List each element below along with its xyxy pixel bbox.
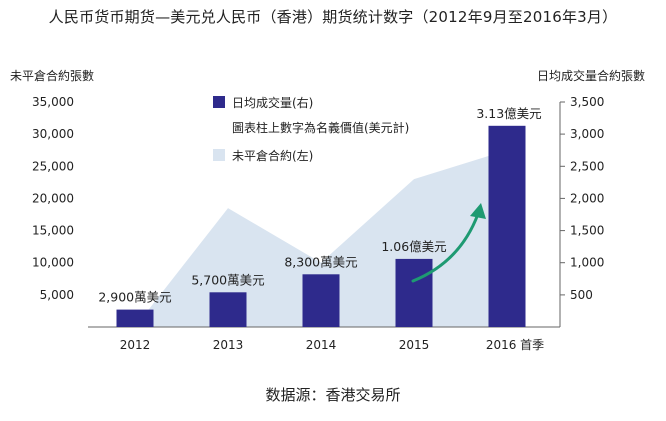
bar-value-label: 2,900萬美元 (98, 290, 171, 305)
bar-value-label: 1.06億美元 (381, 239, 446, 254)
volume-bar (209, 292, 247, 327)
legend-label-volume: 日均成交量(右) (232, 95, 313, 110)
left-tick-label: 25,000 (32, 159, 74, 173)
legend-note: 圖表柱上數字為名義價值(美元計) (232, 120, 409, 135)
x-tick-label: 2013 (213, 338, 244, 352)
volume-bar (302, 274, 340, 327)
growth-arrow-curve (411, 212, 480, 283)
volume-bar (116, 309, 154, 327)
x-tick-label: 2016 首季 (486, 338, 544, 352)
x-tick-label: 2014 (306, 338, 337, 352)
left-tick-label: 15,000 (32, 224, 74, 238)
right-tick-label: 2,000 (570, 191, 604, 205)
right-tick-label: 500 (570, 288, 593, 302)
right-tick-label: 2,500 (570, 159, 604, 173)
source-note: 数据源：香港交易所 (265, 386, 401, 404)
left-tick-label: 5,000 (40, 288, 74, 302)
legend-label-open-interest: 未平倉合約(左) (232, 148, 313, 163)
legend-swatch-volume (213, 96, 225, 108)
volume-bar (488, 125, 526, 327)
bar-value-label: 8,300萬美元 (284, 254, 357, 269)
x-tick-label: 2012 (120, 338, 151, 352)
right-tick-label: 3,500 (570, 95, 604, 109)
left-tick-label: 20,000 (32, 191, 74, 205)
left-tick-label: 35,000 (32, 95, 74, 109)
growth-arrow-head (470, 203, 486, 219)
volume-bar (395, 258, 433, 327)
left-tick-label: 10,000 (32, 256, 74, 270)
left-tick-label: 30,000 (32, 127, 74, 141)
bars-layer: 2,900萬美元 5,700萬美元 8,300萬美元 1.06億美元 3.13億美元 (98, 106, 542, 327)
legend: 日均成交量(右) 圖表柱上數字為名義價值(美元計) 未平倉合約(左) (213, 95, 409, 163)
ticks-layer: 5,000 10,000 15,000 20,000 25,000 30,000 35,00… (32, 95, 604, 352)
legend-swatch-open-interest (213, 149, 225, 161)
left-axis-label: 未平倉合約張數 (10, 68, 94, 83)
page-title: 人民币货币期货—美元兑人民币（香港）期货统计数字（2012年9月至2016年3月… (48, 8, 618, 26)
right-tick-label: 3,000 (570, 127, 604, 141)
growth-arrow-icon (411, 203, 486, 283)
right-tick-label: 1,500 (570, 224, 604, 238)
right-tick-label: 1,000 (570, 256, 604, 270)
right-axis-label: 日均成交量合約張數 (537, 68, 645, 83)
bar-value-label: 3.13億美元 (476, 106, 541, 121)
bar-value-label: 5,700萬美元 (191, 272, 264, 287)
x-tick-label: 2015 (399, 338, 430, 352)
